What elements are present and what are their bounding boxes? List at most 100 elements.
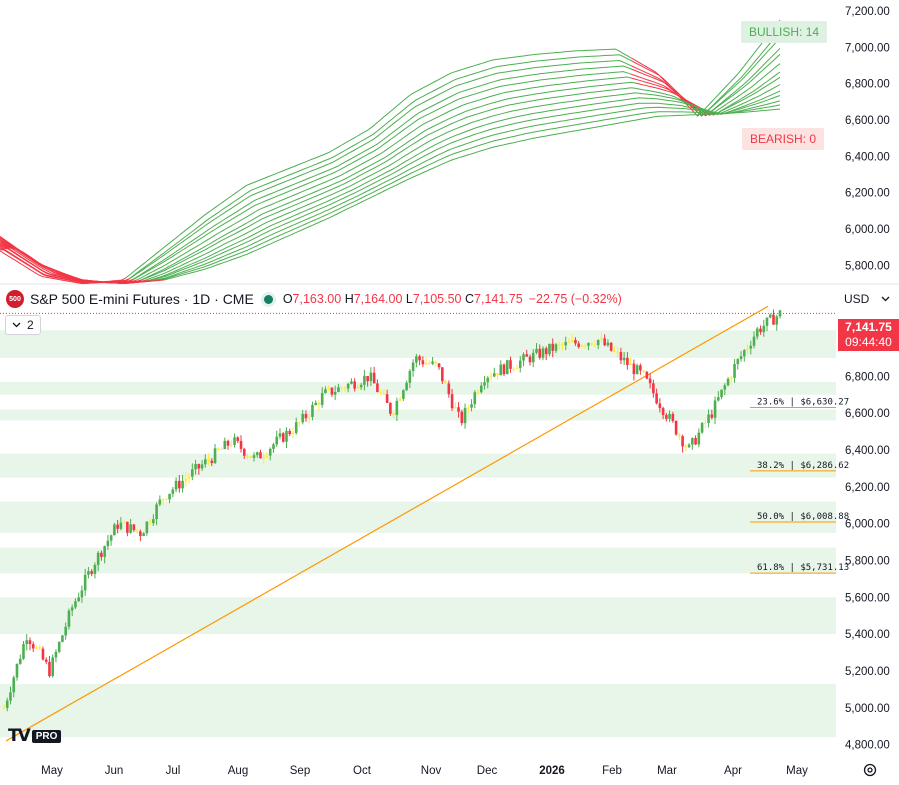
candle-body [707, 414, 710, 424]
candle-body [41, 648, 45, 660]
candle-body [580, 345, 584, 348]
x-tick-label: Feb [602, 765, 622, 777]
candle-body [395, 400, 399, 415]
candle-body [765, 317, 769, 326]
ohlc-values: O7,163.00 H7,164.00 L7,105.50 C7,141.75 [282, 292, 523, 306]
candle-body [265, 455, 269, 457]
candle-body [570, 340, 574, 343]
candle-body [768, 314, 772, 318]
candle-body [684, 446, 688, 448]
candle-body [554, 344, 558, 351]
candle-body [268, 448, 272, 456]
candle-body [194, 464, 197, 470]
candle-body [755, 328, 759, 337]
candle-body [632, 363, 636, 375]
y-tick-label: 5,600.00 [845, 592, 890, 604]
candle-body [165, 498, 168, 500]
candle-body [70, 607, 74, 611]
candle-body [366, 376, 369, 382]
candle-body [655, 393, 658, 404]
y-tick-label: 6,800.00 [845, 79, 890, 91]
candle-body [473, 392, 477, 405]
candle-body [181, 480, 184, 489]
gear-icon[interactable] [862, 762, 878, 778]
ribbon-line [705, 37, 781, 114]
candle-body [694, 438, 697, 445]
candle-body [778, 310, 782, 317]
y-tick-label: 5,000.00 [845, 703, 890, 715]
x-tick-label: Mar [657, 765, 677, 777]
candle-body [467, 407, 470, 409]
candle-body [600, 338, 603, 340]
y-tick-label: 6,200.00 [845, 188, 890, 200]
ribbon-line [136, 76, 632, 281]
tradingview-logo[interactable]: TV PRO [8, 726, 62, 746]
candle-body [687, 444, 691, 448]
candle-body [567, 342, 571, 344]
candle-body [353, 381, 356, 389]
candle-body [311, 404, 314, 417]
candle-body [441, 367, 444, 382]
candle-body [213, 448, 217, 464]
symbol-title[interactable]: S&P 500 E-mini Futures · 1D · CME [30, 291, 254, 307]
currency-selector[interactable]: USD [838, 288, 896, 310]
symbol-badge[interactable]: 500 [6, 290, 24, 308]
candle-body [528, 356, 532, 363]
x-tick-label: Jun [105, 765, 124, 777]
candle-body [106, 540, 110, 547]
candle-body [174, 480, 178, 490]
candle-body [207, 459, 210, 461]
candle-body [18, 658, 22, 664]
candle-body [431, 361, 434, 364]
candle-body [512, 368, 516, 370]
y-tick-label: 5,800.00 [845, 260, 890, 272]
fib-level-label: 50.0% | $6,008.88 [757, 512, 849, 522]
x-tick-label: Aug [228, 765, 248, 777]
market-status-icon[interactable] [263, 294, 273, 304]
candle-body [697, 432, 701, 445]
candle-body [223, 440, 227, 450]
candle-body [12, 677, 16, 693]
candle-body [122, 521, 126, 523]
candle-body [557, 344, 561, 346]
candle-body [191, 469, 194, 477]
candle-body [736, 359, 740, 365]
candle-body [717, 397, 720, 401]
candle-body [483, 382, 486, 386]
candle-body [83, 574, 87, 591]
x-tick-label: Oct [353, 765, 372, 777]
y-tick-label: 6,200.00 [845, 482, 890, 494]
candle-body [577, 343, 580, 348]
ribbon-line [717, 71, 781, 114]
candle-body [405, 382, 408, 391]
candle-body [236, 437, 240, 441]
candle-body [606, 342, 610, 346]
candle-body [28, 640, 32, 645]
candle-body [356, 387, 360, 389]
fib-level-label: 61.8% | $5,731.13 [757, 563, 849, 573]
candle-body [502, 364, 506, 375]
candle-body [538, 348, 542, 358]
candle-body [132, 524, 136, 531]
candle-body [126, 521, 129, 533]
candle-body [531, 352, 535, 363]
candle-body [242, 448, 246, 456]
candle-body [25, 640, 29, 645]
candle-body [729, 377, 733, 379]
candle-body [155, 504, 158, 520]
candle-body [38, 647, 42, 649]
last-price-tag: 7,141.75 09:44:40 [838, 319, 899, 351]
candle-body [450, 394, 454, 409]
trendline [5, 305, 769, 742]
low-value: 7,105.50 [412, 292, 462, 306]
candle-body [187, 476, 191, 479]
collapse-indicators-button[interactable]: 2 [5, 315, 41, 335]
candle-body [518, 360, 522, 368]
candle-body [668, 413, 671, 419]
candle-body [301, 413, 305, 423]
candle-body [496, 373, 499, 376]
candle-body [739, 356, 743, 360]
candle-body [35, 647, 38, 649]
candle-body [363, 376, 366, 385]
